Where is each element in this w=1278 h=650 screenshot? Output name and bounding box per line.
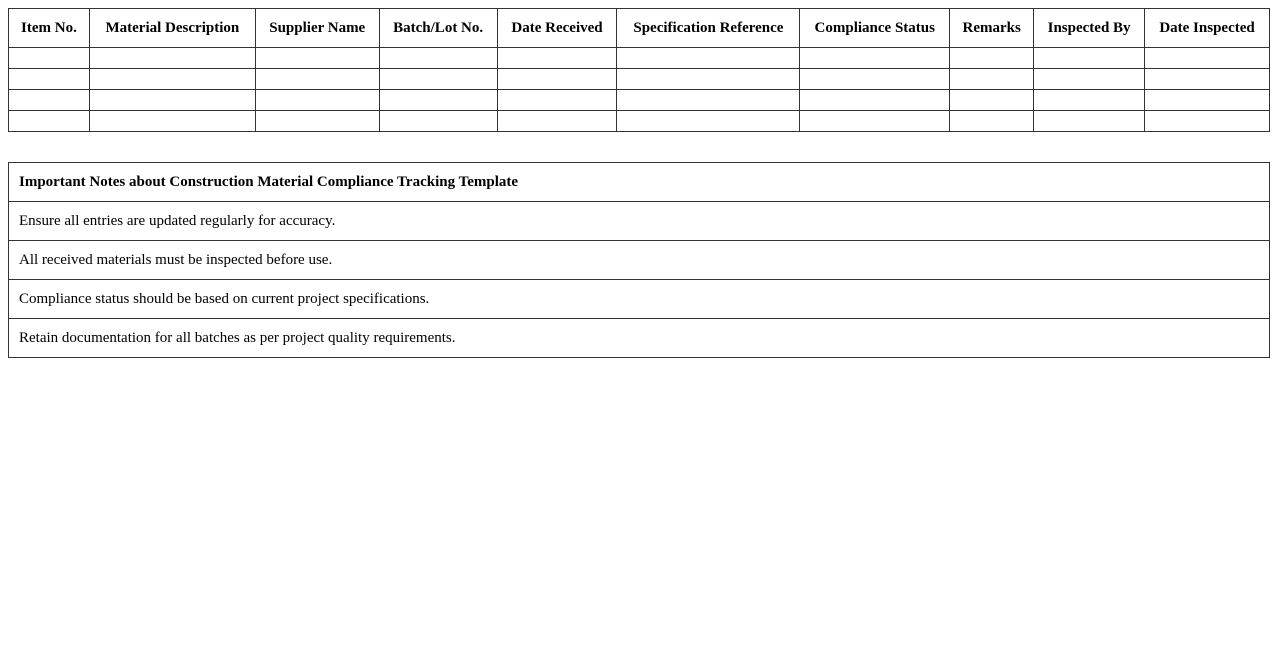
table-cell[interactable]: [1144, 47, 1270, 69]
table-cell[interactable]: [88, 110, 256, 132]
table-cell[interactable]: [799, 110, 951, 132]
header-date-received: Date Received: [496, 8, 618, 48]
compliance-table: Item No. Material Description Supplier N…: [8, 8, 1270, 132]
table-cell[interactable]: [254, 47, 380, 69]
table-cell[interactable]: [1033, 89, 1146, 111]
notes-title: Important Notes about Construction Mater…: [8, 162, 1270, 202]
table-cell[interactable]: [8, 89, 90, 111]
table-cell[interactable]: [254, 89, 380, 111]
table-cell[interactable]: [1033, 110, 1146, 132]
table-cell[interactable]: [496, 47, 618, 69]
table-cell[interactable]: [616, 89, 801, 111]
note-item: Retain documentation for all batches as …: [8, 318, 1270, 358]
table-cell[interactable]: [496, 89, 618, 111]
table-cell[interactable]: [799, 68, 951, 90]
header-item-no: Item No.: [8, 8, 90, 48]
note-item: Compliance status should be based on cur…: [8, 279, 1270, 319]
notes-table: Important Notes about Construction Mater…: [8, 162, 1270, 358]
table-cell[interactable]: [616, 47, 801, 69]
table-row: [8, 68, 1270, 90]
table-cell[interactable]: [949, 68, 1035, 90]
table-row: [8, 89, 1270, 111]
table-cell[interactable]: [88, 68, 256, 90]
header-supplier-name: Supplier Name: [254, 8, 380, 48]
table-row: [8, 110, 1270, 132]
table-cell[interactable]: [378, 110, 498, 132]
table-cell[interactable]: [88, 47, 256, 69]
header-specification-reference: Specification Reference: [616, 8, 801, 48]
table-cell[interactable]: [799, 89, 951, 111]
table-cell[interactable]: [88, 89, 256, 111]
header-batch-lot-no: Batch/Lot No.: [378, 8, 498, 48]
table-cell[interactable]: [8, 110, 90, 132]
table-cell[interactable]: [616, 110, 801, 132]
table-cell[interactable]: [1144, 68, 1270, 90]
table-cell[interactable]: [378, 89, 498, 111]
note-item: All received materials must be inspected…: [8, 240, 1270, 280]
header-compliance-status: Compliance Status: [799, 8, 951, 48]
header-remarks: Remarks: [949, 8, 1035, 48]
header-row: Item No. Material Description Supplier N…: [8, 8, 1270, 48]
table-cell[interactable]: [1033, 47, 1146, 69]
table-cell[interactable]: [8, 68, 90, 90]
table-cell[interactable]: [1033, 68, 1146, 90]
table-cell[interactable]: [378, 47, 498, 69]
header-inspected-by: Inspected By: [1033, 8, 1146, 48]
table-cell[interactable]: [1144, 89, 1270, 111]
table-cell[interactable]: [1144, 110, 1270, 132]
header-material-description: Material Description: [88, 8, 256, 48]
note-item: Ensure all entries are updated regularly…: [8, 201, 1270, 241]
table-cell[interactable]: [8, 47, 90, 69]
table-cell[interactable]: [616, 68, 801, 90]
table-row: [8, 47, 1270, 69]
table-cell[interactable]: [949, 110, 1035, 132]
table-cell[interactable]: [254, 68, 380, 90]
table-cell[interactable]: [378, 68, 498, 90]
table-cell[interactable]: [254, 110, 380, 132]
page: Item No. Material Description Supplier N…: [8, 8, 1270, 358]
table-cell[interactable]: [799, 47, 951, 69]
table-cell[interactable]: [496, 68, 618, 90]
table-cell[interactable]: [949, 47, 1035, 69]
table-cell[interactable]: [949, 89, 1035, 111]
table-cell[interactable]: [496, 110, 618, 132]
header-date-inspected: Date Inspected: [1144, 8, 1270, 48]
